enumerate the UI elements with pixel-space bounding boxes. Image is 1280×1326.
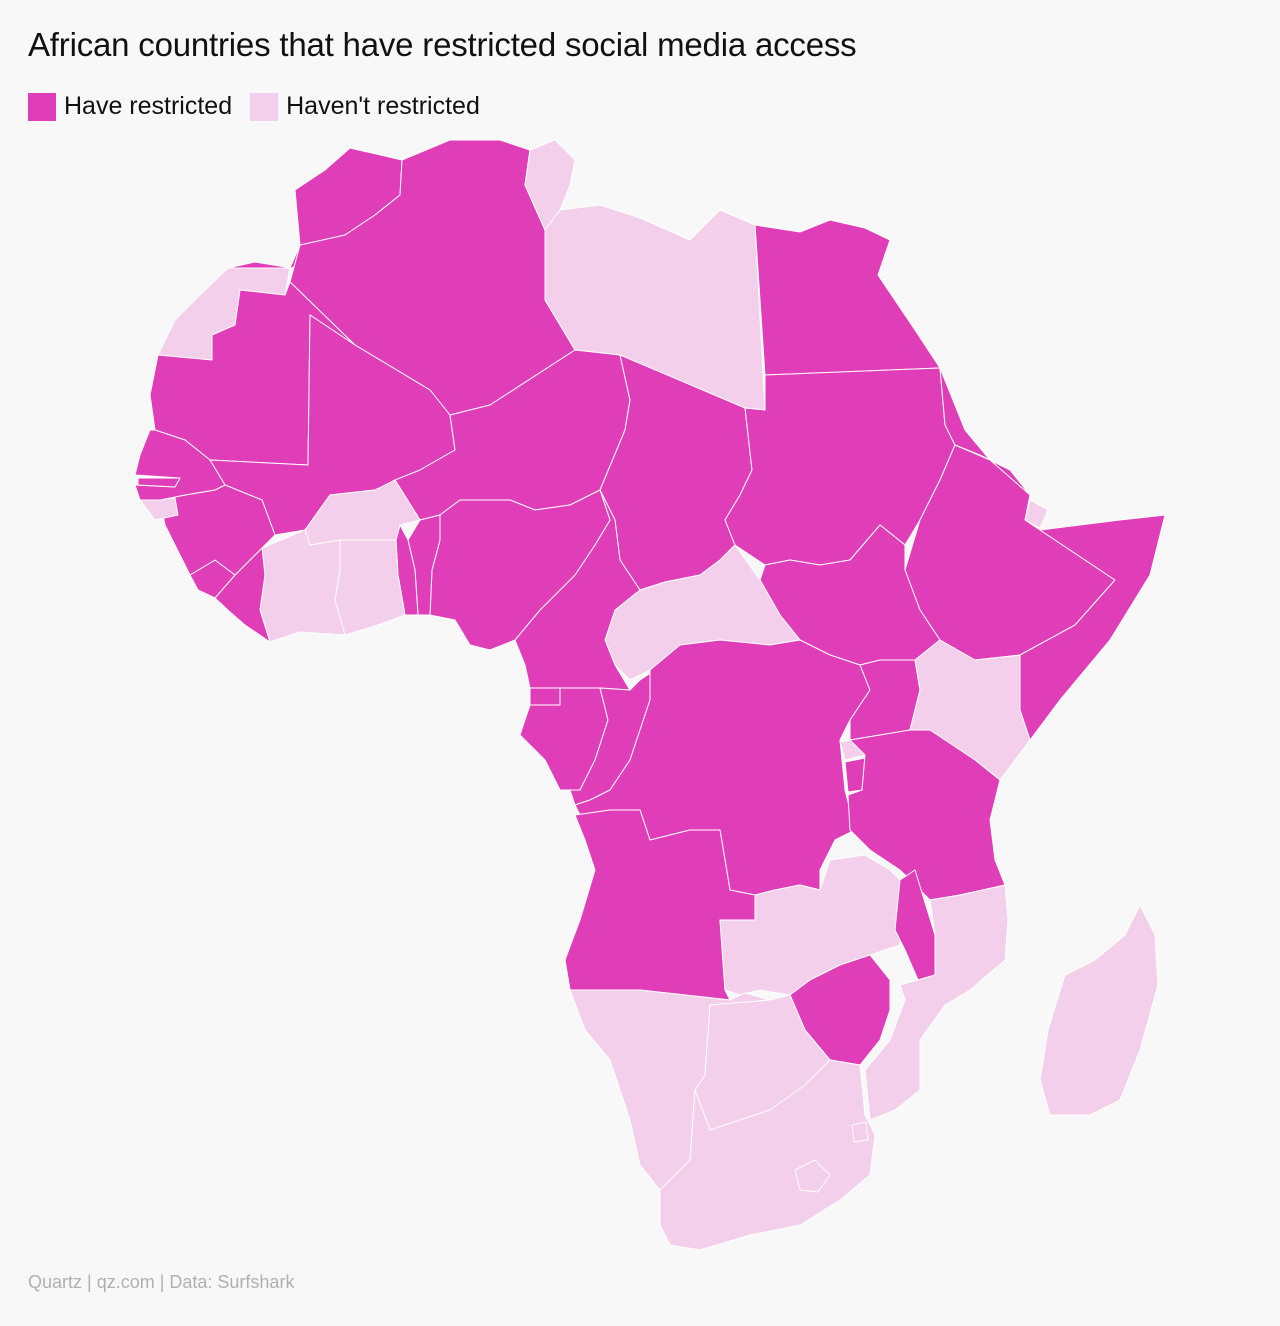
country-somalia [1019,514,1166,741]
legend-label-restricted: Have restricted [64,92,233,120]
country-south-africa [659,1059,876,1251]
legend-item-restricted: Have restricted [28,92,232,121]
country-tunisia [524,139,576,231]
country-eswatini [851,1121,869,1143]
country-cote-d-ivoire [259,529,346,643]
country-ghana [334,539,406,636]
country-gambia [137,477,181,488]
legend-swatch-not-restricted [250,92,279,121]
country-equatorial-guinea [529,687,561,706]
country-madagascar [1039,904,1159,1116]
country-lesotho [794,1159,831,1193]
country-burkina-faso [304,479,421,546]
chart-title: African countries that have restricted s… [28,26,857,63]
legend-swatch-restricted [28,92,56,121]
country-mozambique [864,884,1009,1121]
legend-item-not-restricted: Haven't restricted [250,92,480,121]
country-eritrea [939,367,1031,496]
country-senegal [134,429,226,501]
legend-label-not-restricted: Haven't restricted [286,92,480,120]
legend: Have restricted Haven't restricted [28,92,498,121]
country-guinea-bissau [139,497,179,521]
country-kenya [909,639,1031,781]
country-egypt [754,219,941,376]
source-footer: Quartz | qz.com | Data: Surfshark [28,1272,295,1292]
